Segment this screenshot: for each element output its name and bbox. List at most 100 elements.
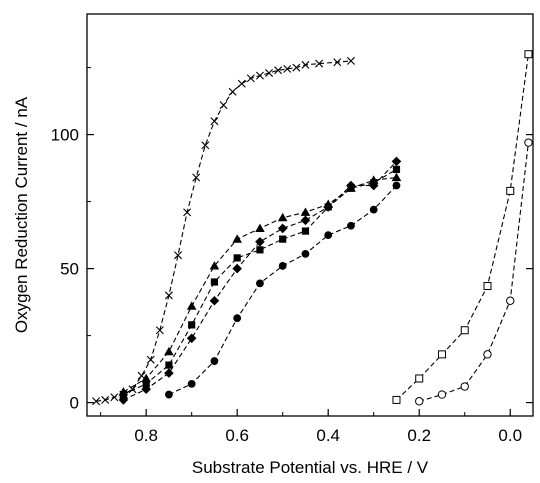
data-point	[324, 231, 333, 240]
data-point	[506, 296, 515, 305]
data-point	[300, 207, 311, 216]
data-point	[101, 395, 110, 404]
series-circle-open	[415, 138, 533, 406]
data-point	[92, 397, 101, 406]
data-point	[524, 50, 533, 59]
plot-frame	[86, 13, 534, 417]
data-point	[279, 235, 287, 243]
y-tick-label: 50	[60, 260, 79, 279]
data-point	[460, 382, 469, 391]
data-point	[219, 101, 228, 110]
data-point	[228, 87, 237, 96]
data-point	[346, 56, 355, 65]
data-point	[155, 326, 164, 335]
data-point	[483, 282, 492, 291]
data-point	[141, 373, 151, 383]
data-point	[256, 279, 264, 288]
data-point	[524, 138, 533, 147]
y-axis-label: Oxygen Reduction Current / nA	[12, 96, 31, 333]
data-point	[437, 390, 447, 399]
y-axis: 0 50 100	[51, 67, 533, 413]
series-cross	[92, 56, 355, 406]
data-point	[255, 223, 265, 232]
data-point	[369, 205, 378, 214]
data-point	[346, 180, 356, 191]
data-point	[301, 60, 310, 69]
data-point	[300, 215, 311, 226]
data-point	[209, 295, 220, 306]
data-point	[391, 156, 402, 167]
data-point	[165, 390, 173, 399]
y-tick-label: 0	[70, 394, 79, 413]
data-point	[265, 68, 274, 77]
x-tick-label: 0.8	[134, 426, 158, 445]
data-point	[232, 234, 242, 243]
series-line	[419, 142, 529, 402]
data-point	[192, 173, 201, 182]
data-point	[233, 254, 241, 262]
data-point	[368, 180, 379, 191]
data-point	[186, 301, 197, 310]
x-tick-label: 0.4	[316, 426, 340, 445]
data-point	[274, 66, 283, 75]
x-tick-label: 0.0	[498, 426, 522, 445]
data-point	[201, 141, 210, 150]
data-point	[437, 350, 446, 359]
data-point	[392, 395, 401, 404]
series-circle-filled	[165, 181, 401, 399]
data-point	[142, 380, 150, 388]
data-point	[146, 355, 155, 364]
data-point	[210, 278, 219, 286]
data-point	[391, 172, 402, 182]
x-tick-label: 0.2	[407, 426, 431, 445]
data-point	[119, 390, 128, 399]
data-point	[118, 395, 129, 405]
data-point	[283, 64, 292, 73]
data-point	[210, 357, 219, 365]
data-point	[183, 208, 192, 217]
data-point	[277, 223, 288, 234]
data-point	[256, 246, 264, 254]
data-point	[174, 251, 183, 260]
data-point	[483, 350, 492, 359]
x-axis: 0.8 0.6 0.4 0.2 0.0	[100, 409, 522, 445]
series-layer	[92, 50, 533, 406]
data-point	[164, 368, 174, 378]
data-point	[210, 117, 219, 126]
data-point	[255, 237, 265, 247]
series-line	[96, 60, 352, 402]
data-point	[255, 71, 264, 80]
data-point	[333, 58, 342, 67]
data-point	[315, 59, 324, 68]
data-point	[209, 261, 220, 270]
series-square-open	[392, 50, 533, 404]
x-axis-label: Substrate Potential vs. HRE / V	[192, 458, 429, 477]
data-point	[392, 181, 401, 190]
data-point	[188, 321, 196, 329]
data-point	[460, 326, 469, 335]
data-point	[415, 374, 424, 383]
data-point	[301, 249, 310, 258]
data-point	[164, 346, 174, 356]
series-line	[396, 54, 529, 401]
data-point	[164, 291, 173, 300]
data-point	[347, 221, 355, 230]
data-point	[237, 79, 246, 88]
y-tick-label: 100	[51, 126, 79, 145]
data-point	[186, 333, 197, 344]
data-point	[301, 227, 310, 235]
data-point	[233, 314, 242, 323]
data-point	[128, 385, 137, 394]
data-point	[277, 212, 288, 222]
data-point	[278, 262, 287, 270]
data-point	[392, 165, 401, 174]
data-point	[165, 361, 173, 369]
x-tick-label: 0.6	[225, 426, 249, 445]
data-point	[141, 384, 151, 394]
data-point	[110, 393, 119, 402]
data-point	[232, 263, 242, 274]
data-point	[506, 186, 515, 195]
data-point	[292, 63, 301, 72]
data-point	[187, 379, 196, 388]
